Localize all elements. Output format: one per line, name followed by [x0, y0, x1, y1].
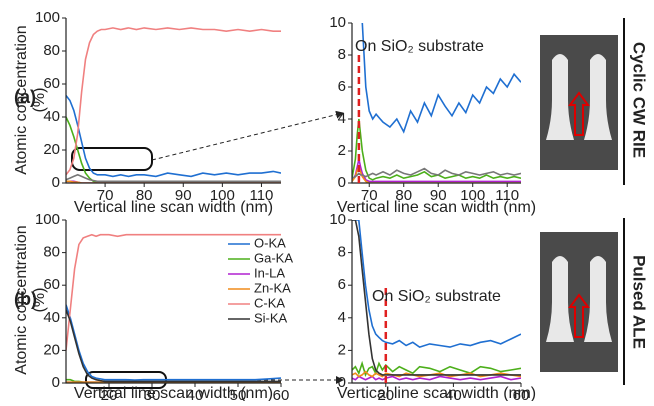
x-tick-label: 90: [430, 187, 447, 204]
y-tick-label: 0: [52, 374, 60, 391]
y-tick-label: 60: [43, 276, 60, 293]
x-axis-label: Vertical line scan width (nm): [337, 385, 536, 401]
x-axis-label: Vertical line scan width (nm): [74, 385, 273, 401]
series-line: [66, 304, 281, 381]
legend-label: Si-KA: [254, 310, 288, 325]
y-tick-label: 100: [35, 9, 60, 26]
series-group: [352, 220, 521, 381]
y-tick-label: 0: [338, 374, 346, 391]
side-label: Cyclic CW RIE: [630, 42, 649, 158]
y-tick-label: 10: [329, 211, 346, 228]
series-line: [66, 173, 281, 183]
axis-frame: [351, 23, 521, 184]
x-tick-label: 70: [361, 187, 378, 204]
panel-label: (a): [14, 87, 36, 107]
series-line: [66, 95, 281, 178]
y-tick-label: 4: [338, 110, 346, 127]
y-tick-label: 2: [338, 142, 346, 159]
series-line: [352, 167, 521, 179]
x-tick-label: 80: [136, 187, 153, 204]
axis-frame: [65, 220, 281, 384]
x-tick-label: 40: [445, 387, 462, 401]
y-tick-label: 4: [338, 309, 346, 326]
y-tick-label: 20: [43, 341, 60, 358]
x-tick-label: 60: [273, 387, 290, 401]
y-tick-label: 60: [43, 75, 60, 92]
x-tick-label: 30: [144, 387, 161, 401]
series-line: [66, 233, 281, 351]
y-axis-label: (%): [31, 288, 48, 313]
zoom-region: [71, 147, 153, 171]
y-tick-label: 10: [329, 14, 346, 31]
x-tick-label: 70: [97, 187, 114, 204]
y-tick-label: 6: [338, 78, 346, 95]
zoom-arrow: [151, 110, 344, 161]
y-tick-label: 20: [43, 141, 60, 158]
series-group: [66, 27, 281, 183]
x-tick-label: 110: [249, 187, 273, 204]
series-group: [66, 233, 281, 383]
y-tick-label: 8: [338, 46, 346, 63]
y-tick-label: 80: [43, 244, 60, 261]
y-tick-label: 2: [338, 341, 346, 358]
legend-label: In-LA: [254, 265, 285, 280]
y-tick-label: 40: [43, 108, 60, 125]
y-tick-label: 8: [338, 244, 346, 261]
micrograph: [540, 35, 618, 170]
series-line: [352, 118, 521, 181]
panel-label: (b): [14, 289, 37, 309]
series-line: [66, 27, 281, 176]
series-line: [352, 220, 521, 376]
x-tick-label: 90: [175, 187, 192, 204]
series-group: [352, 23, 521, 183]
x-tick-label: 50: [230, 387, 247, 401]
x-axis-label: Vertical line scan width (nm): [74, 199, 273, 216]
annotation: On SiO₂ substrate: [355, 38, 484, 55]
x-tick-label: 60: [513, 387, 530, 401]
legend-label: O-KA: [254, 235, 286, 250]
series-line: [361, 23, 521, 134]
y-axis-label: (%): [31, 88, 48, 113]
y-axis-label: Atomic concentration: [13, 225, 30, 374]
side-label: Pulsed ALE: [630, 255, 649, 349]
x-tick-label: 80: [395, 187, 412, 204]
y-tick-label: 40: [43, 309, 60, 326]
axis-frame: [351, 220, 521, 384]
x-tick-label: 20: [101, 387, 118, 401]
series-line: [352, 360, 521, 378]
x-tick-label: 40: [187, 387, 204, 401]
series-line: [352, 375, 521, 381]
series-line: [352, 165, 521, 183]
micrograph: [540, 232, 618, 372]
x-tick-label: 110: [495, 187, 519, 204]
series-line: [352, 220, 521, 348]
x-tick-label: 20: [377, 387, 394, 401]
series-line: [352, 158, 521, 183]
series-line: [66, 116, 281, 183]
y-tick-label: 0: [338, 174, 346, 191]
y-tick-label: 80: [43, 42, 60, 59]
x-tick-label: 100: [460, 187, 485, 204]
y-tick-label: 100: [35, 211, 60, 228]
x-tick-label: 100: [210, 187, 235, 204]
x-axis-label: Vertical line scan width (nm): [337, 199, 536, 216]
legend-label: C-KA: [254, 295, 285, 310]
legend-label: Ga-KA: [254, 250, 293, 265]
annotation: On SiO₂ substrate: [372, 288, 501, 305]
series-line: [66, 309, 281, 383]
y-tick-label: 0: [52, 174, 60, 191]
legend-label: Zn-KA: [254, 280, 291, 295]
axis-frame: [65, 18, 281, 184]
y-tick-label: 6: [338, 276, 346, 293]
y-axis-label: Atomic concentration: [13, 25, 30, 174]
